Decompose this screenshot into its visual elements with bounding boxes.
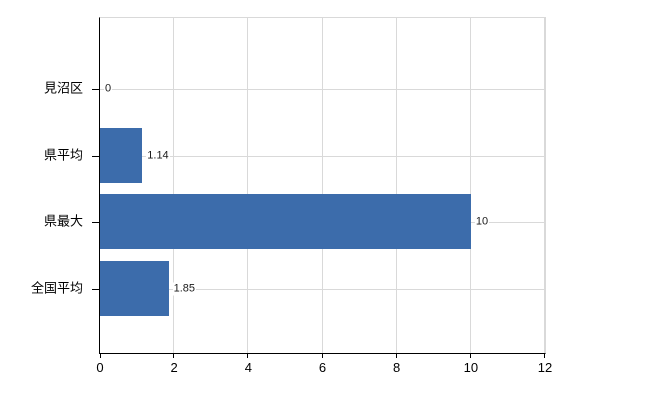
y-axis-labels: 見沼区県平均県最大全国平均: [0, 17, 91, 352]
x-tick-label: 2: [170, 360, 178, 375]
bar: [100, 261, 169, 316]
x-axis-tick: [544, 353, 545, 358]
category-label: 県最大: [43, 213, 83, 229]
bar-value-label: 10: [474, 215, 490, 229]
bar-value-label: 0: [104, 82, 113, 96]
y-axis-tick: [92, 222, 99, 223]
x-tick-label: 12: [537, 360, 553, 375]
grid-line-vertical: [469, 18, 471, 353]
category-label: 全国平均: [30, 280, 83, 296]
x-axis-tick: [247, 353, 249, 358]
y-axis-tick: [92, 89, 99, 90]
category-label: 県平均: [43, 147, 83, 163]
y-axis-tick: [92, 289, 99, 290]
x-axis-tick: [321, 353, 323, 358]
grid-line-horizontal: [100, 289, 545, 290]
x-tick-label: 0: [96, 360, 104, 375]
grid-line-vertical: [247, 18, 249, 353]
bar: [100, 128, 143, 183]
grid-line-horizontal: [100, 156, 545, 157]
category-label: 見沼区: [43, 80, 83, 96]
grid-line-vertical: [544, 18, 545, 353]
y-axis-tick: [92, 156, 99, 157]
grid-line-vertical: [173, 18, 175, 353]
grid-line-vertical: [395, 18, 397, 353]
x-axis-tick: [100, 353, 101, 358]
bar: [100, 194, 471, 249]
x-axis-tick: [173, 353, 175, 358]
x-tick-label: 10: [463, 360, 479, 375]
x-tick-label: 4: [244, 360, 252, 375]
x-tick-label: 8: [393, 360, 401, 375]
x-tick-label: 6: [318, 360, 327, 375]
x-axis-tick: [469, 353, 471, 358]
bar-value-label: 1.14: [146, 149, 170, 163]
grid-line-horizontal: [100, 89, 545, 90]
bar-value-label: 1.85: [172, 282, 197, 296]
plot-area: 0 2 4 6 8 10 12 0 1.14 10 1.85: [92, 17, 552, 374]
grid-line-vertical: [321, 18, 323, 353]
x-axis-tick: [395, 353, 397, 358]
